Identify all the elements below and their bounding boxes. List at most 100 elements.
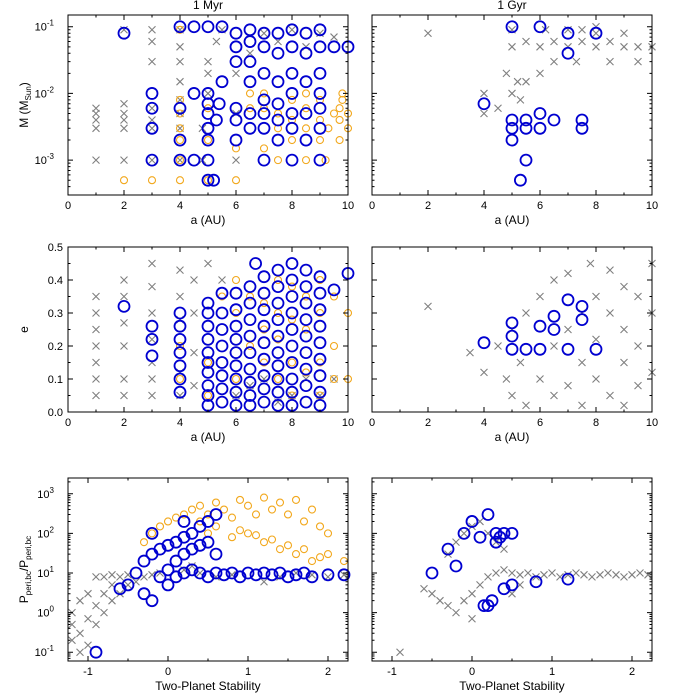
marker-x xyxy=(606,266,614,274)
marker-circle xyxy=(215,323,229,336)
y-axis-label-sub: peri,bc xyxy=(24,571,33,595)
marker-small-circle xyxy=(227,533,237,542)
marker-circle xyxy=(243,375,257,389)
x-axis-label: a (AU) xyxy=(191,430,226,444)
panel-p4: 0 2 4 6 8 10 a (AU) xyxy=(369,246,658,444)
marker-x xyxy=(176,77,184,86)
marker-x xyxy=(550,391,558,400)
marker-small-circle xyxy=(301,89,311,98)
marker-circle xyxy=(129,566,143,580)
marker-x xyxy=(592,375,600,383)
marker-circle xyxy=(229,26,243,40)
x-tick-label: 2 xyxy=(425,417,431,429)
series-gray-x xyxy=(68,562,348,657)
marker-circle xyxy=(547,323,561,336)
marker-small-circle xyxy=(291,495,301,504)
marker-x xyxy=(100,572,108,581)
marker-circle xyxy=(257,369,271,383)
panel-p6: -1 0 1 2 Two-Planet Stability xyxy=(371,477,653,693)
marker-circle xyxy=(257,121,271,135)
y-tick-base: 0.2 xyxy=(48,341,63,353)
marker-circle xyxy=(173,385,187,399)
y-tick-base: 10 xyxy=(37,489,49,501)
marker-small-circle xyxy=(329,109,339,118)
marker-circle xyxy=(271,75,285,89)
marker-x xyxy=(536,375,544,383)
marker-small-circle xyxy=(259,538,269,547)
marker-circle xyxy=(229,101,243,115)
x-axis-label: Two-Planet Stability xyxy=(155,679,260,693)
y-axis-label: e xyxy=(17,326,31,333)
marker-circle xyxy=(173,359,187,373)
marker-x xyxy=(120,156,128,165)
marker-small-circle xyxy=(315,522,325,531)
x-tick-label: 6 xyxy=(233,200,239,212)
marker-circle xyxy=(477,336,491,350)
marker-x xyxy=(516,96,525,104)
marker-circle xyxy=(209,547,223,561)
marker-x xyxy=(606,391,614,400)
series-blue-o xyxy=(477,293,603,356)
panel-title: 1 Myr xyxy=(193,0,223,12)
marker-small-circle xyxy=(287,358,297,367)
marker-x xyxy=(522,37,530,46)
marker-circle xyxy=(229,346,243,360)
marker-circle xyxy=(533,319,547,333)
marker-x xyxy=(92,325,100,334)
marker-circle xyxy=(145,87,159,100)
marker-x xyxy=(592,335,600,344)
marker-circle xyxy=(209,113,223,127)
marker-small-circle xyxy=(267,535,277,544)
marker-circle xyxy=(505,20,519,34)
marker-circle xyxy=(299,263,313,277)
x-tick-label: 2 xyxy=(121,417,127,429)
y-tick-label: 0.5 xyxy=(48,242,63,254)
marker-x xyxy=(606,57,614,66)
marker-x xyxy=(494,342,502,350)
marker-circle xyxy=(271,385,285,399)
y-tick-label: 10-1 xyxy=(35,644,55,659)
marker-x xyxy=(148,259,156,268)
marker-circle xyxy=(271,46,285,60)
marker-small-circle xyxy=(203,391,213,400)
x-tick-label: 2 xyxy=(425,200,431,212)
marker-small-circle xyxy=(139,538,149,547)
y-tick-label: 103 xyxy=(37,486,54,501)
marker-x xyxy=(176,292,184,301)
marker-circle xyxy=(201,107,215,120)
y-tick-base: 10 xyxy=(37,528,49,540)
marker-circle xyxy=(285,257,299,270)
marker-x xyxy=(116,572,124,581)
marker-circle xyxy=(457,526,471,540)
marker-x xyxy=(92,342,100,350)
marker-circle xyxy=(117,299,131,313)
y-tick-base: 10 xyxy=(37,608,49,620)
marker-circle xyxy=(201,389,215,402)
marker-x xyxy=(540,570,548,579)
y-tick-label: 100 xyxy=(37,605,54,620)
marker-circle xyxy=(299,296,313,310)
marker-circle xyxy=(145,594,159,608)
marker-circle xyxy=(233,570,247,584)
marker-x xyxy=(424,29,432,38)
marker-small-circle xyxy=(119,176,129,185)
marker-x xyxy=(120,292,128,301)
marker-circle xyxy=(243,107,257,120)
marker-x xyxy=(620,325,628,334)
marker-small-circle xyxy=(155,522,165,531)
x-tick-label: 4 xyxy=(481,200,487,212)
marker-x xyxy=(620,358,628,367)
marker-small-circle xyxy=(329,341,339,351)
y-axis-label-main: M (M xyxy=(17,100,31,127)
marker-small-circle xyxy=(259,493,269,502)
marker-circle xyxy=(313,101,327,115)
marker-circle xyxy=(489,526,503,540)
x-tick-label: 2 xyxy=(325,666,331,678)
marker-circle xyxy=(229,332,243,346)
marker-circle xyxy=(271,346,285,360)
marker-circle xyxy=(299,46,313,60)
marker-circle xyxy=(201,379,215,393)
marker-x xyxy=(522,401,530,410)
marker-x xyxy=(148,37,156,46)
marker-x xyxy=(120,342,128,350)
